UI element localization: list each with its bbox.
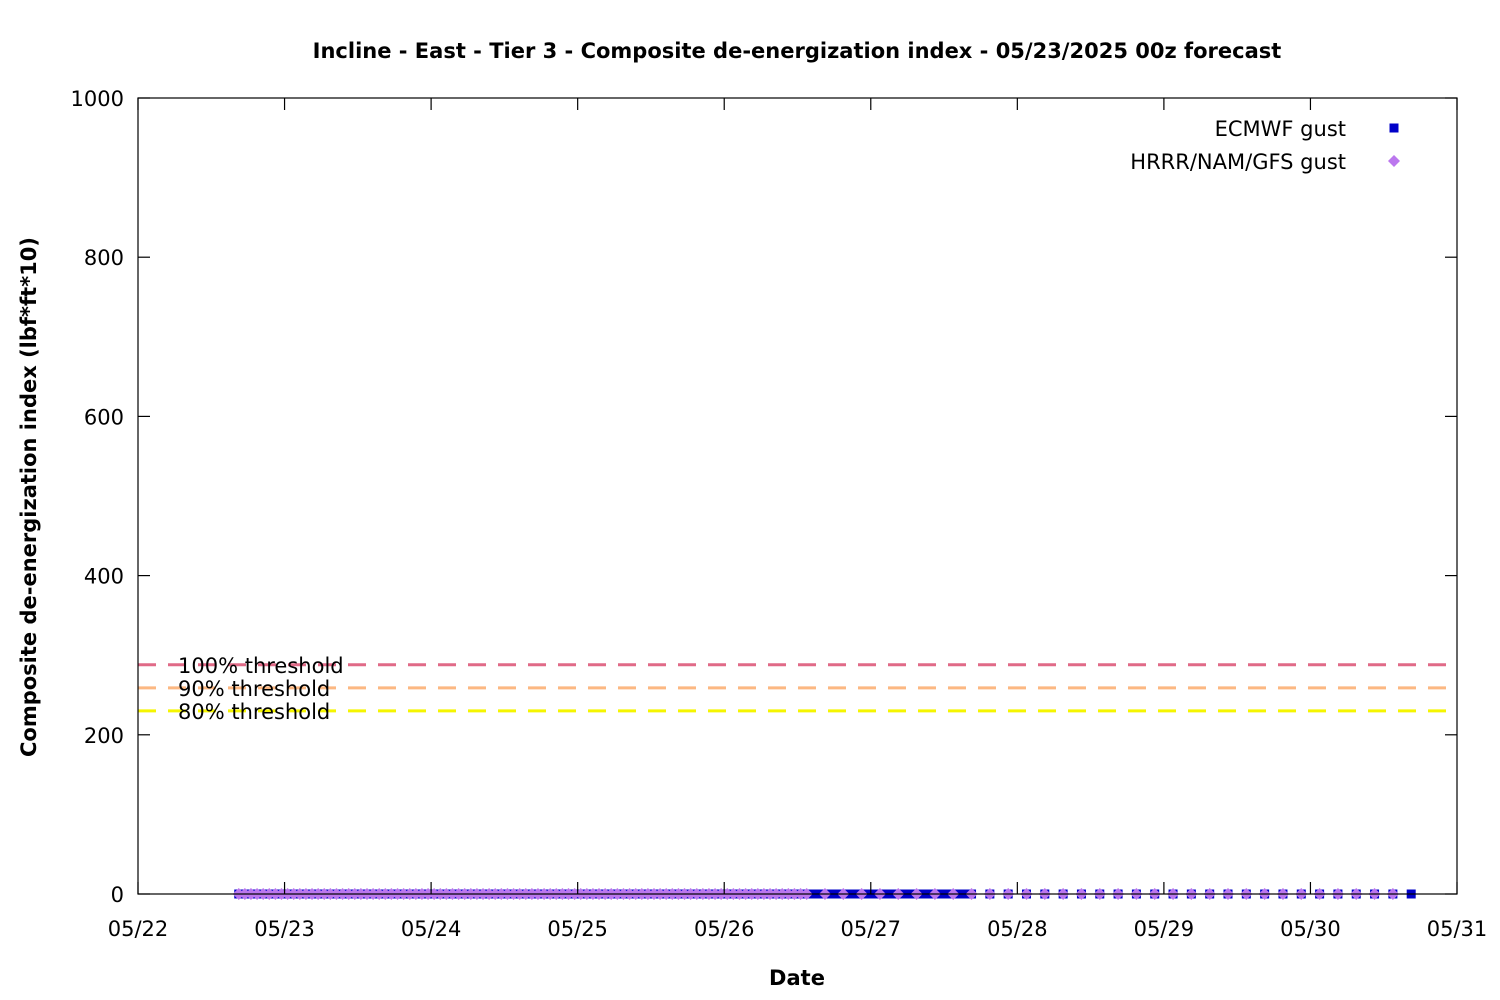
x-tick-label: 05/30: [1280, 917, 1341, 941]
legend-square-marker: [1389, 123, 1399, 133]
y-tick-label: 0: [111, 883, 124, 907]
x-tick-label: 05/26: [694, 917, 755, 941]
y-tick-label: 600: [84, 405, 124, 429]
y-axis-label: Composite de-energization index (lbf*ft*…: [17, 237, 41, 757]
x-tick-label: 05/31: [1427, 917, 1488, 941]
x-axis-label: Date: [769, 966, 825, 990]
threshold-label: 100% threshold: [178, 654, 344, 678]
threshold-label: 80% threshold: [178, 700, 330, 724]
legend-label: HRRR/NAM/GFS gust: [1130, 150, 1346, 174]
x-tick-label: 05/22: [108, 917, 169, 941]
x-tick-label: 05/27: [841, 917, 902, 941]
legend-label: ECMWF gust: [1215, 117, 1346, 141]
legend-diamond-marker: [1388, 155, 1400, 167]
x-tick-label: 05/23: [254, 917, 315, 941]
axes: 0 200 400 600 800 1000 05/22 05/23 05/24 05/25 05/…: [71, 87, 1488, 941]
legend: ECMWF gust HRRR/NAM/GFS gust: [1130, 117, 1400, 174]
x-tick-label: 05/28: [987, 917, 1048, 941]
x-tick-label: 05/24: [401, 917, 462, 941]
y-tick-label: 1000: [71, 87, 124, 111]
plot-frame: [137, 97, 1458, 895]
y-tick-label: 800: [84, 246, 124, 270]
x-tick-label: 05/25: [547, 917, 608, 941]
x-tick-label: 05/29: [1134, 917, 1195, 941]
chart-title: Incline - East - Tier 3 - Composite de-e…: [313, 39, 1282, 63]
y-tick-label: 200: [84, 724, 124, 748]
threshold-label: 90% threshold: [178, 677, 330, 701]
y-tick-label: 400: [84, 565, 124, 589]
